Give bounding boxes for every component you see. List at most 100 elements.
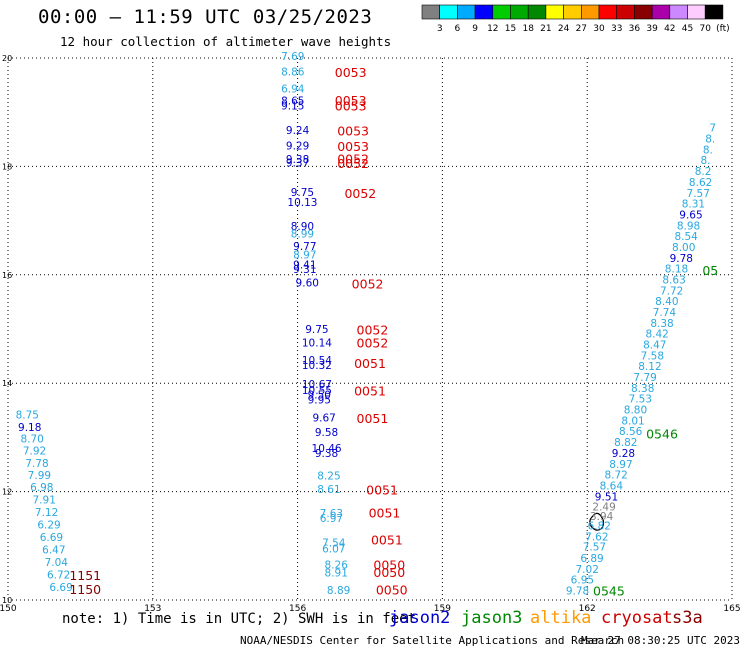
swh-value: 9.65 — [679, 209, 702, 221]
swh-value: 9.50 — [308, 389, 331, 401]
colorbar-label: 3 — [437, 24, 443, 34]
swh-value: 6.82 — [588, 521, 611, 533]
swh-value: 8.00 — [672, 242, 695, 254]
swh-value: 8.62 — [689, 177, 712, 189]
pass-time-label: 0052 — [344, 186, 376, 201]
swh-value: 9.18 — [18, 422, 41, 434]
pass-time-label: 0050 — [376, 583, 408, 598]
pass-time-label: 0053 — [335, 93, 367, 108]
x-tick-label: 165 — [723, 604, 740, 614]
pass-time-label: 0053 — [337, 124, 369, 139]
grid-lines — [7, 57, 733, 601]
colorbar-label: 45 — [682, 24, 693, 34]
swh-value: 9.77 — [293, 241, 316, 253]
swh-value: 6.97 — [320, 513, 343, 525]
swh-value: 9.75 — [305, 324, 328, 336]
swh-value: 8. — [700, 155, 710, 167]
pass-time-label: 0053 — [335, 99, 367, 114]
swh-value: 7.99 — [28, 470, 51, 482]
swh-value: 8.98 — [677, 220, 700, 232]
legend-jason2: jason2 — [389, 608, 451, 628]
x-tick-label: 162 — [579, 604, 596, 614]
colorbar-label: 24 — [558, 24, 570, 34]
swh-value: 6.89 — [580, 553, 603, 565]
colorbar-label: (ft) — [716, 24, 730, 34]
pass-time-label: 0546 — [646, 426, 678, 441]
pass-time-label: 0050 — [373, 565, 405, 580]
coastline — [589, 512, 605, 531]
swh-value: 8.54 — [674, 231, 698, 243]
swh-value: 9.78 — [566, 586, 589, 598]
swh-value: 8.40 — [655, 296, 678, 308]
swh-value: 6.95 — [571, 575, 594, 587]
swh-value: 8.42 — [645, 329, 668, 341]
swh-value: 8.38 — [650, 318, 673, 330]
pass-time-label: 0053 — [337, 139, 369, 154]
swh-value: 8.18 — [665, 264, 688, 276]
footnote: note: 1) Time is in UTC; 2) SWH is in fe… — [62, 611, 417, 627]
swh-value: 8. — [705, 134, 715, 146]
swh-value: 8.26 — [325, 560, 349, 572]
swh-value: 7.62 — [585, 531, 608, 543]
y-tick-label: 10 — [2, 596, 12, 605]
swh-value: 9.31 — [293, 264, 316, 276]
swh-value: 9.78 — [670, 253, 693, 265]
pass-time-label: 1151 — [69, 568, 101, 583]
swh-value: 8.63 — [662, 274, 685, 286]
swh-value: 8.90 — [291, 221, 314, 233]
chart-title: 00:00 – 11:59 UTC 03/25/2023 — [38, 6, 373, 28]
swh-value: 10.55 — [302, 385, 332, 397]
swh-value: 7.92 — [23, 446, 46, 458]
swh-value: 8.31 — [682, 199, 705, 211]
swh-value: 6.29 — [37, 519, 60, 531]
x-tick-label: 159 — [434, 604, 451, 614]
swh-value: 8.64 — [600, 480, 624, 492]
swh-value: 9.58 — [315, 427, 338, 439]
swh-value: 6.98 — [30, 482, 53, 494]
x-tick-label: 156 — [289, 604, 306, 614]
swh-value: 8.91 — [325, 568, 348, 580]
colorbar-label: 33 — [611, 24, 622, 34]
swh-value: 7.54 — [322, 537, 346, 549]
swh-value: 9.15 — [281, 100, 304, 112]
swh-value: 3.94 — [590, 511, 614, 523]
legend-s3a: s3a — [672, 608, 703, 628]
colorbar-label: 12 — [487, 24, 498, 34]
swh-value: 8.82 — [614, 437, 637, 449]
colorbar-label: 36 — [629, 24, 641, 34]
swh-value: 2.49 — [592, 502, 615, 514]
colorbar-label: 6 — [455, 24, 461, 34]
swh-value: 7.57 — [687, 188, 710, 200]
swh-value: 6.94 — [281, 84, 305, 96]
tick-labels: 150 153 156 159 162 165 10 12 14 16 18 20 — [0, 54, 740, 614]
colorbar-label: 18 — [522, 24, 534, 34]
swh-value: 8.97 — [293, 250, 316, 262]
swh-value: 6.07 — [322, 543, 345, 555]
colorbar-label: 42 — [664, 24, 675, 34]
y-tick-label: 16 — [2, 271, 12, 280]
legend-altika: altika — [530, 608, 592, 628]
y-tick-label: 14 — [2, 379, 12, 388]
pass-time-label: 0052 — [337, 152, 369, 167]
pass-time-label: 1150 — [69, 582, 101, 597]
swh-value: 8.75 — [16, 409, 39, 421]
time-labels: 0053005300530053005300520052005200520052… — [69, 65, 718, 599]
swh-value: 10.14 — [302, 337, 332, 349]
swh-value: 8.70 — [20, 433, 43, 445]
colorbar-swatch — [704, 4, 724, 20]
data-points: 8.759.188.707.927.787.996.987.917.126.29… — [16, 51, 716, 597]
colorbar-label: 21 — [540, 24, 551, 34]
swh-value: 8.89 — [327, 585, 350, 597]
swh-value: 7.12 — [35, 507, 58, 519]
swh-value: 8.99 — [291, 228, 314, 240]
pass-time-label: 0050 — [373, 558, 405, 573]
swh-value: 7.72 — [660, 285, 683, 297]
swh-value: 8. — [703, 144, 713, 156]
pass-time-label: 0053 — [335, 65, 367, 80]
swh-value: 8.72 — [604, 470, 627, 482]
generation-timestamp: Mar 27 08:30:25 UTC 2023 — [581, 634, 740, 647]
swh-value: 9.38 — [315, 448, 338, 460]
swh-value: 9.28 — [612, 448, 635, 460]
swh-value: 8.2 — [695, 166, 712, 178]
swh-value: 7.04 — [45, 557, 69, 569]
